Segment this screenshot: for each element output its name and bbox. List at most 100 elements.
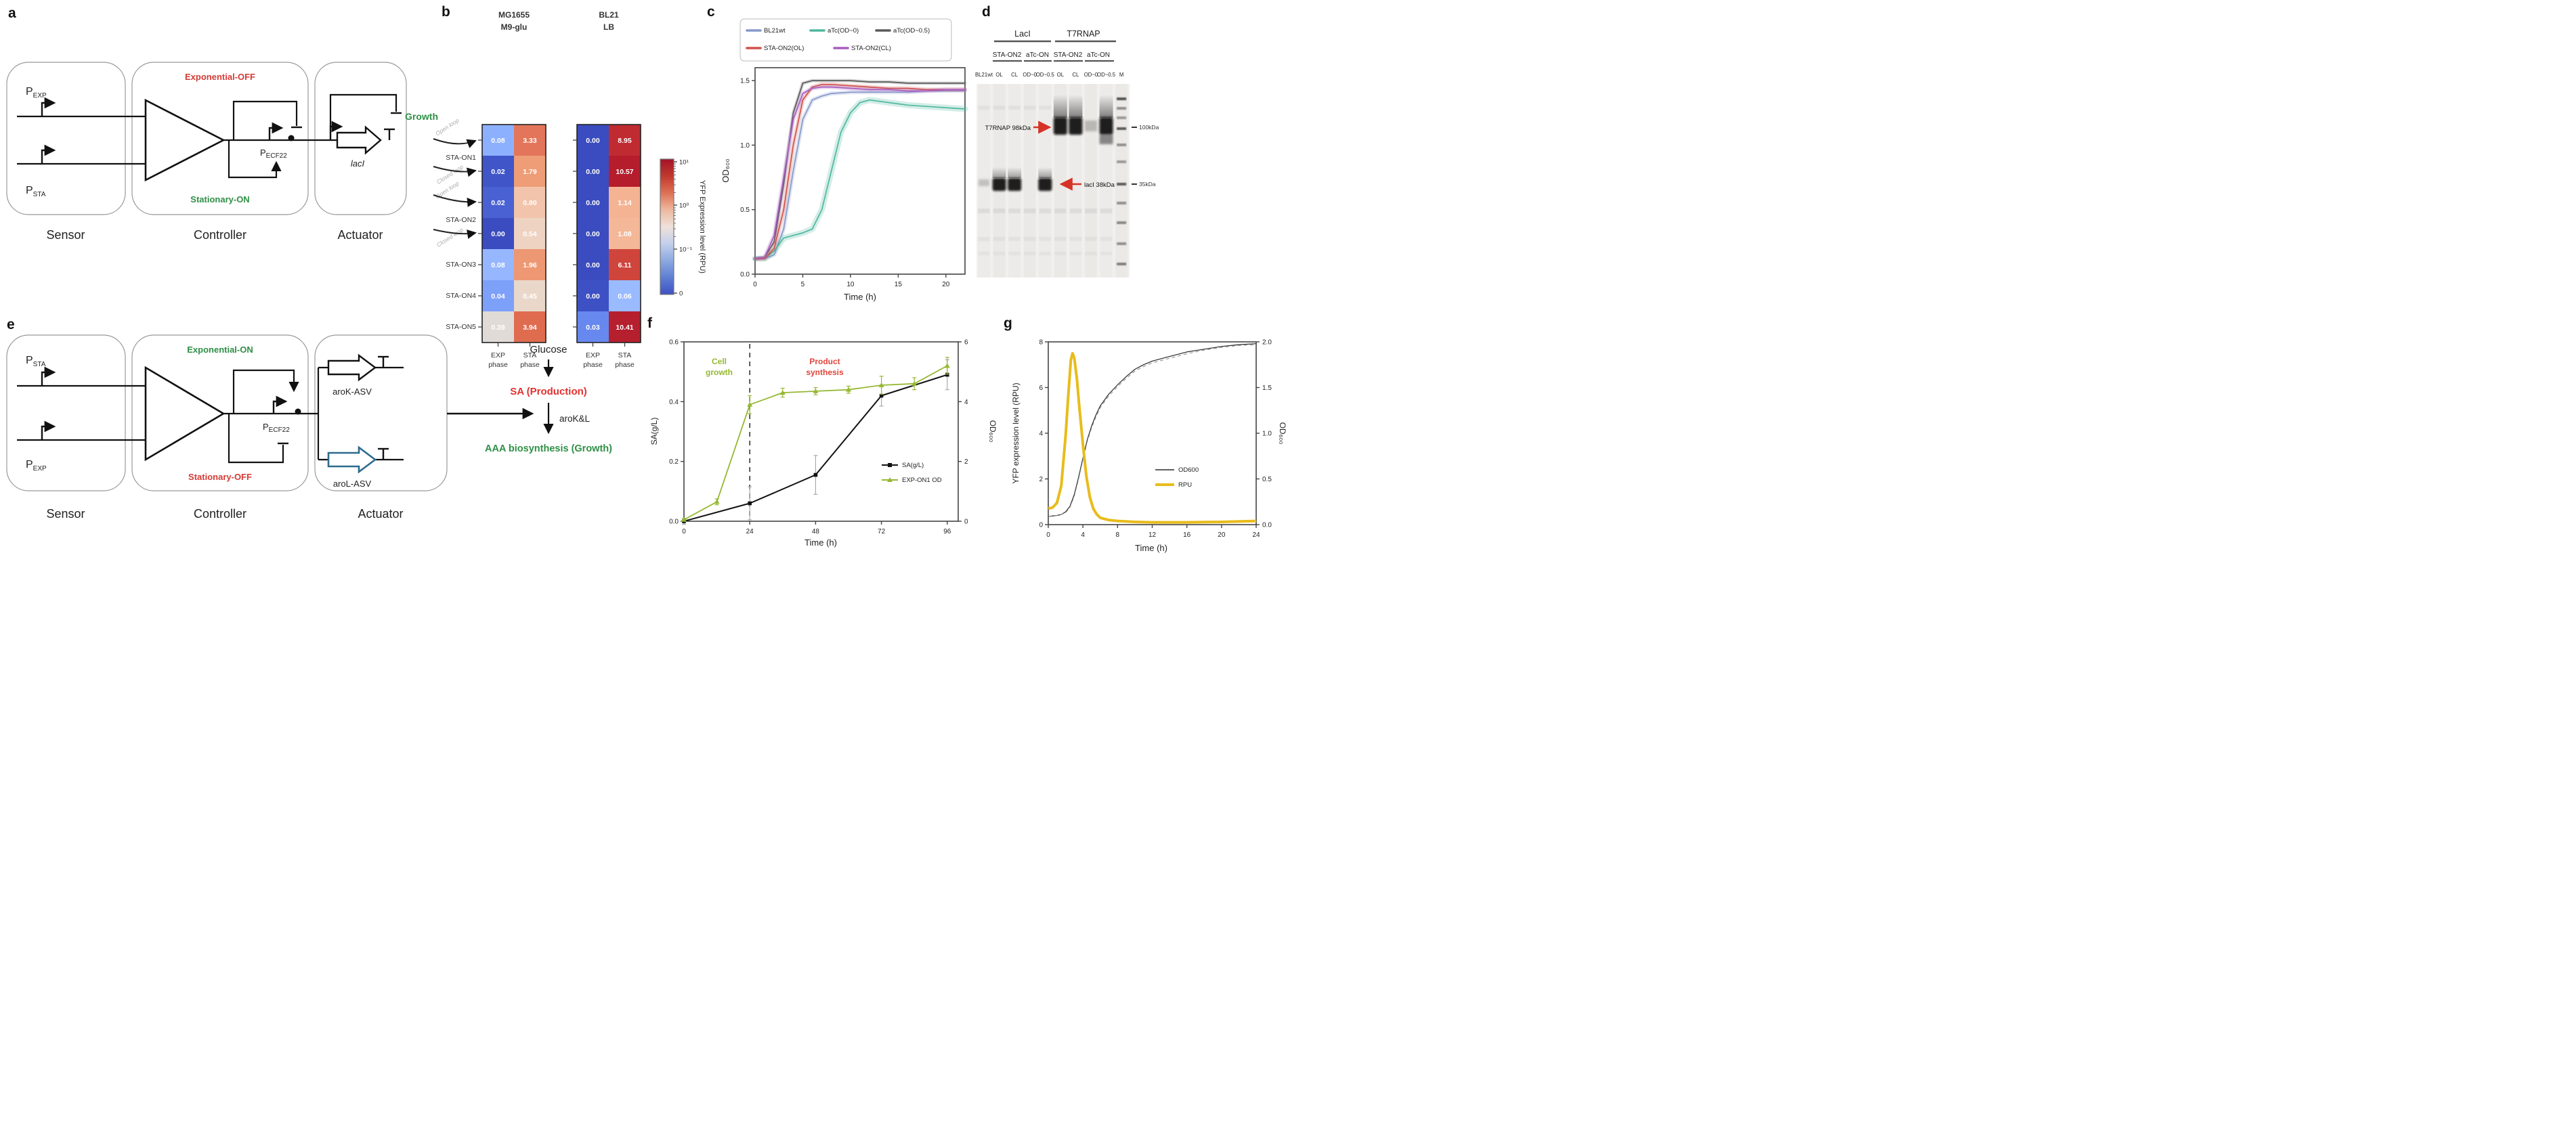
- loop-arrow-icon: [433, 166, 477, 177]
- annotation-product-synthesis: synthesis: [806, 368, 844, 377]
- heatmap-cell-value: 0.45: [523, 292, 537, 301]
- heatmap-cell: [609, 187, 641, 218]
- heatmap-cell: [482, 125, 514, 156]
- promoter-ecf22-icon: [272, 395, 288, 414]
- ladder-band: [1117, 183, 1127, 185]
- p-sta-label: PSTA: [26, 355, 46, 368]
- series-line-SA(g/L): [683, 374, 948, 522]
- marker-triangle-icon: [944, 363, 950, 368]
- panel-label-f: f: [647, 315, 652, 331]
- heatmap-cell-value: 0.00: [586, 261, 600, 269]
- legend-label: STA-ON2(OL): [764, 45, 804, 52]
- plot-frame: [754, 67, 966, 275]
- y2-tick-label: 0.0: [1262, 522, 1272, 529]
- phase-label: EXP: [586, 351, 600, 359]
- y-tick-label: 2: [1039, 476, 1043, 483]
- row-group-label: STA-ON5: [446, 323, 476, 331]
- series-line-aTc(OD~0): [755, 99, 966, 259]
- series-line-BL21wt: [755, 90, 965, 259]
- arok-gene-label: aroK-ASV: [332, 387, 372, 397]
- legend-label: OD600: [1178, 466, 1199, 474]
- lane-label: OD~0.5: [1097, 72, 1116, 78]
- ladder-band: [1117, 116, 1127, 119]
- column-group-title: M9-glu: [501, 22, 528, 32]
- y2-tick-label: 2.0: [1262, 339, 1272, 347]
- panel-c-growth-curves: 0 5 10 15 20 0.0 0.5 1.0 1.5 Time (h) OD₆₀₀ BL21wt a…: [721, 18, 968, 302]
- sa-product-label: SA (Production): [510, 386, 587, 397]
- heatmap-cell: [609, 125, 641, 156]
- column-group-title: MG1655: [498, 10, 530, 20]
- row-group-label: STA-ON1: [446, 154, 476, 162]
- phase-label: phase: [583, 361, 603, 369]
- p-sta-label: PSTA: [26, 185, 46, 198]
- promoter-ecf22-icon: [268, 122, 284, 140]
- heatmap-cell: [482, 156, 514, 187]
- t7rnap-annotation: T7RNAP 98kDa: [985, 125, 1031, 132]
- column-group-title: BL21: [599, 10, 619, 20]
- heatmap-cell: [609, 311, 641, 343]
- mw-marker-35kda: 35kDa: [1139, 181, 1156, 188]
- marker-triangle-icon: [714, 499, 720, 504]
- ladder-band: [1117, 144, 1127, 146]
- exponential-on-label: Exponential-ON: [187, 345, 253, 355]
- heatmap-cell: [482, 280, 514, 311]
- y2-tick-label: 0: [964, 519, 968, 526]
- heatmap-cell: [514, 280, 546, 311]
- heatmap-cell: [514, 218, 546, 249]
- heatmap-cell-value: 10.57: [616, 168, 633, 176]
- x-axis-label: Time (h): [844, 292, 876, 302]
- marker-square-icon: [879, 393, 884, 398]
- heatmap-cell-value: 6.11: [618, 261, 632, 269]
- actuator-box: [314, 334, 448, 491]
- phase-label: STA: [618, 351, 632, 359]
- marker-triangle-icon: [878, 382, 884, 388]
- heatmap-cell: [609, 156, 641, 187]
- y-tick-label: 0.2: [669, 458, 679, 466]
- heatmap-cell: [514, 156, 546, 187]
- actuator-box: [314, 62, 407, 215]
- heatmap-cell: [577, 156, 609, 187]
- ladder-band: [1117, 242, 1127, 245]
- heatmap-cell-value: 0.02: [491, 168, 505, 176]
- phase-label: STA: [523, 351, 537, 359]
- arol-gene-icon: [327, 445, 377, 474]
- panel-label-c: c: [707, 4, 715, 20]
- row-group-label: STA-ON2: [446, 216, 476, 224]
- heatmap-cell: [577, 218, 609, 249]
- heatmap-cell-value: 0.08: [491, 261, 505, 269]
- colorbar-tick: 10¹: [679, 159, 689, 167]
- marker-triangle-icon: [846, 387, 851, 392]
- marker-triangle-icon: [681, 516, 687, 522]
- heatmap-cell: [514, 249, 546, 280]
- heatmap-cell: [577, 187, 609, 218]
- panel-e-diagram: PSTA PEXP Exponential-ON Stationary-OFF …: [6, 334, 612, 521]
- x-tick-label: 20: [942, 281, 950, 288]
- heatmap-cell-value: 0.39: [491, 324, 505, 332]
- x-tick-label: 10: [846, 281, 855, 288]
- series-line-STA-ON2(CL): [754, 86, 965, 259]
- exponential-off-label: Exponential-OFF: [185, 72, 255, 82]
- x-tick-label: 48: [812, 528, 820, 535]
- colorbar-tick: 10⁰: [679, 202, 689, 210]
- x-tick-label: 8: [1116, 531, 1120, 539]
- glucose-label: Glucose: [530, 344, 567, 355]
- phase-label: phase: [488, 361, 508, 369]
- lane-label: OD~0: [1084, 72, 1098, 78]
- heatmap-cell: [577, 249, 609, 280]
- sensor-title: Sensor: [46, 228, 85, 242]
- lane-label: M: [1119, 72, 1124, 78]
- marker-square-icon: [748, 501, 752, 506]
- colorbar-tick: 0: [679, 290, 683, 298]
- lane-label: BL21wt: [975, 72, 993, 78]
- subgroup-header: aTc-ON: [1087, 51, 1110, 59]
- annotation-cell-growth: Cell: [712, 357, 727, 366]
- y2-tick-label: 2: [964, 458, 968, 466]
- y-tick-label: 4: [1039, 431, 1043, 438]
- annotation-product-synthesis: Product: [809, 357, 840, 366]
- laci-band: [1008, 178, 1022, 191]
- heatmap-cell: [514, 125, 546, 156]
- lane-label: CL: [1072, 72, 1079, 78]
- y-tick-label: 6: [1039, 384, 1043, 392]
